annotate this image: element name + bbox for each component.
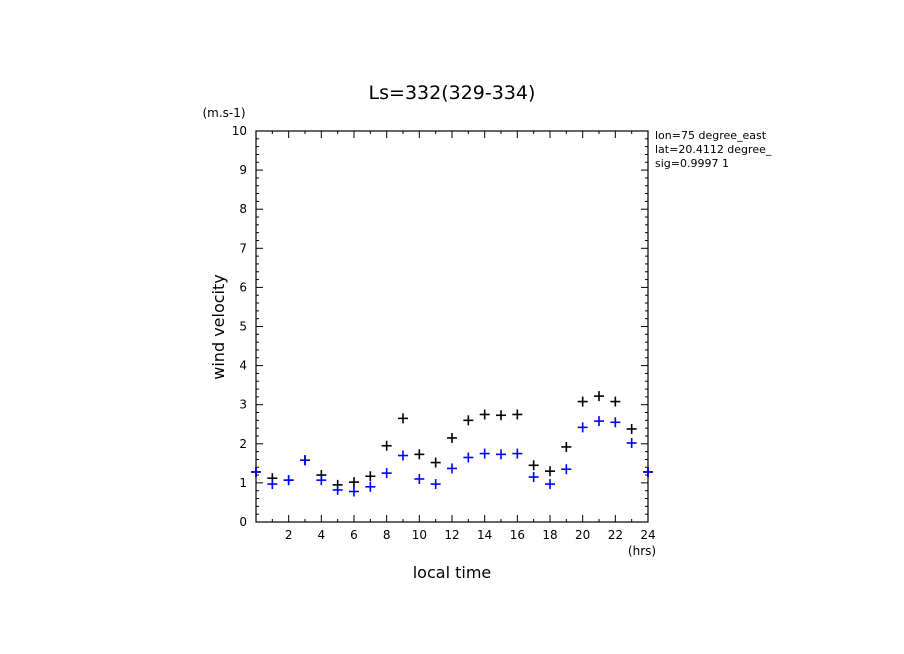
data-point: [626, 438, 637, 449]
annotation-sig: sig=0.9997 1: [655, 157, 729, 170]
y-tick-label: 10: [232, 124, 247, 138]
data-point: [594, 416, 604, 427]
data-point: [316, 475, 327, 486]
data-point: [463, 452, 474, 463]
data-point: [643, 466, 653, 477]
x-unit-label: (hrs): [628, 544, 656, 558]
data-point: [626, 423, 637, 434]
ticks: [255, 130, 649, 523]
data-marks: [251, 391, 653, 497]
y-tick-label: 6: [239, 280, 247, 294]
y-tick-label: 0: [239, 515, 247, 529]
chart-title: Ls=332(329-334): [369, 82, 536, 104]
data-point: [479, 409, 490, 420]
x-tick-label: 18: [542, 528, 557, 542]
data-point: [528, 460, 539, 471]
y-unit-label: (m.s-1): [202, 106, 245, 120]
plot-frame: [255, 130, 649, 523]
y-tick-label: 4: [239, 359, 247, 373]
y-axis-label: wind velocity: [209, 274, 228, 379]
data-point: [496, 449, 506, 460]
data-point: [414, 473, 425, 484]
series-2: [251, 416, 653, 497]
annotation-lat: lat=20.4112 degree_: [655, 143, 772, 156]
x-tick-label: 12: [444, 528, 459, 542]
data-point: [577, 396, 588, 407]
y-tick-label: 5: [239, 320, 247, 334]
data-point: [283, 475, 294, 486]
data-point: [496, 410, 506, 421]
data-point: [365, 471, 376, 482]
x-tick-label: 6: [350, 528, 358, 542]
y-tick-label: 3: [239, 398, 247, 412]
data-point: [414, 449, 425, 460]
x-tick-label: 24: [640, 528, 655, 542]
data-point: [545, 479, 555, 490]
x-tick-label: 20: [575, 528, 590, 542]
x-tick-label: 10: [412, 528, 427, 542]
data-point: [381, 468, 392, 479]
data-point: [381, 440, 392, 451]
data-point: [430, 457, 441, 468]
data-point: [561, 441, 572, 452]
data-point: [332, 484, 343, 495]
data-point: [594, 391, 604, 402]
annotation-lon: lon=75 degree_east: [655, 129, 767, 142]
data-point: [528, 472, 539, 483]
data-point: [447, 463, 457, 474]
data-point: [512, 448, 523, 459]
data-point: [398, 450, 408, 461]
data-point: [251, 466, 261, 477]
data-point: [610, 417, 621, 428]
x-tick-label: 4: [318, 528, 326, 542]
axes: [255, 130, 649, 523]
data-point: [512, 409, 523, 420]
data-point: [300, 455, 310, 466]
x-tick-label: 16: [510, 528, 525, 542]
series-1: [251, 391, 653, 490]
data-point: [365, 481, 376, 492]
y-tick-label: 2: [239, 437, 247, 451]
data-point: [479, 448, 490, 459]
data-point: [349, 477, 359, 488]
data-point: [430, 479, 441, 490]
x-tick-label: 8: [383, 528, 391, 542]
data-point: [561, 464, 572, 475]
data-point: [610, 396, 621, 407]
data-point: [398, 413, 408, 424]
x-tick-label: 22: [608, 528, 623, 542]
data-point: [349, 486, 359, 497]
y-tick-label: 7: [239, 241, 247, 255]
x-tick-label: 14: [477, 528, 492, 542]
y-tick-label: 9: [239, 163, 247, 177]
data-point: [463, 415, 474, 426]
x-axis-label: local time: [413, 563, 492, 582]
y-tick-label: 1: [239, 476, 247, 490]
data-point: [267, 479, 278, 490]
x-tick-label: 2: [285, 528, 293, 542]
data-point: [447, 432, 457, 443]
data-point: [577, 422, 588, 433]
y-tick-label: 8: [239, 202, 247, 216]
data-point: [545, 466, 555, 477]
